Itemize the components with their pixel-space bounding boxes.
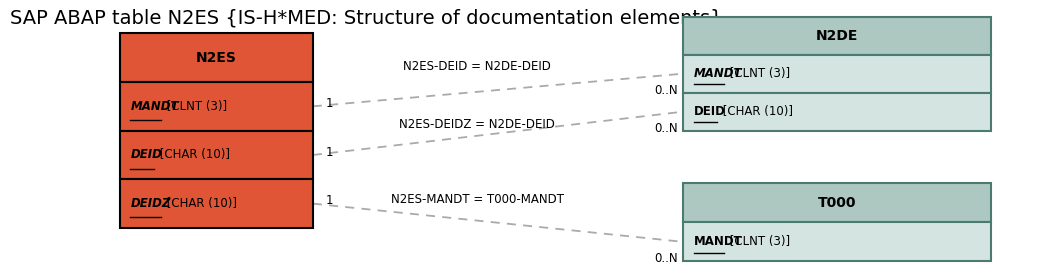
Text: 1: 1 [325,194,333,207]
Text: 1: 1 [325,146,333,159]
Text: N2ES-DEIDZ = N2DE-DEID: N2ES-DEIDZ = N2DE-DEID [399,118,555,131]
Text: MANDT: MANDT [130,100,179,113]
Text: N2DE: N2DE [816,29,858,43]
Text: [CLNT (3)]: [CLNT (3)] [163,100,226,113]
Text: [CHAR (10)]: [CHAR (10)] [156,148,231,162]
Text: [CLNT (3)]: [CLNT (3)] [726,235,790,248]
Text: 0..N: 0..N [654,122,678,135]
Text: DEIDZ: DEIDZ [130,197,171,210]
Bar [683,183,991,222]
Bar [120,82,313,131]
Text: [CHAR (10)]: [CHAR (10)] [163,197,237,210]
Text: T000: T000 [818,196,856,210]
Text: [CLNT (3)]: [CLNT (3)] [726,67,790,80]
Text: MANDT: MANDT [694,235,743,248]
Text: SAP ABAP table N2ES {IS-H*MED: Structure of documentation elements}: SAP ABAP table N2ES {IS-H*MED: Structure… [10,8,723,27]
Bar [683,17,991,55]
Text: [CHAR (10)]: [CHAR (10)] [720,105,794,118]
Bar [120,33,313,82]
Text: DEID: DEID [130,148,163,162]
Bar [683,222,991,261]
Text: N2ES-MANDT = T000-MANDT: N2ES-MANDT = T000-MANDT [391,193,563,206]
Bar [683,93,991,131]
Text: N2ES-DEID = N2DE-DEID: N2ES-DEID = N2DE-DEID [404,60,551,73]
Bar [683,55,991,93]
Text: 0..N: 0..N [654,252,678,265]
Text: N2ES: N2ES [196,51,237,65]
Text: 1: 1 [325,97,333,110]
Text: 0..N: 0..N [654,84,678,97]
Bar [120,131,313,179]
Text: DEID: DEID [694,105,726,118]
Bar [120,179,313,228]
Text: MANDT: MANDT [694,67,743,80]
